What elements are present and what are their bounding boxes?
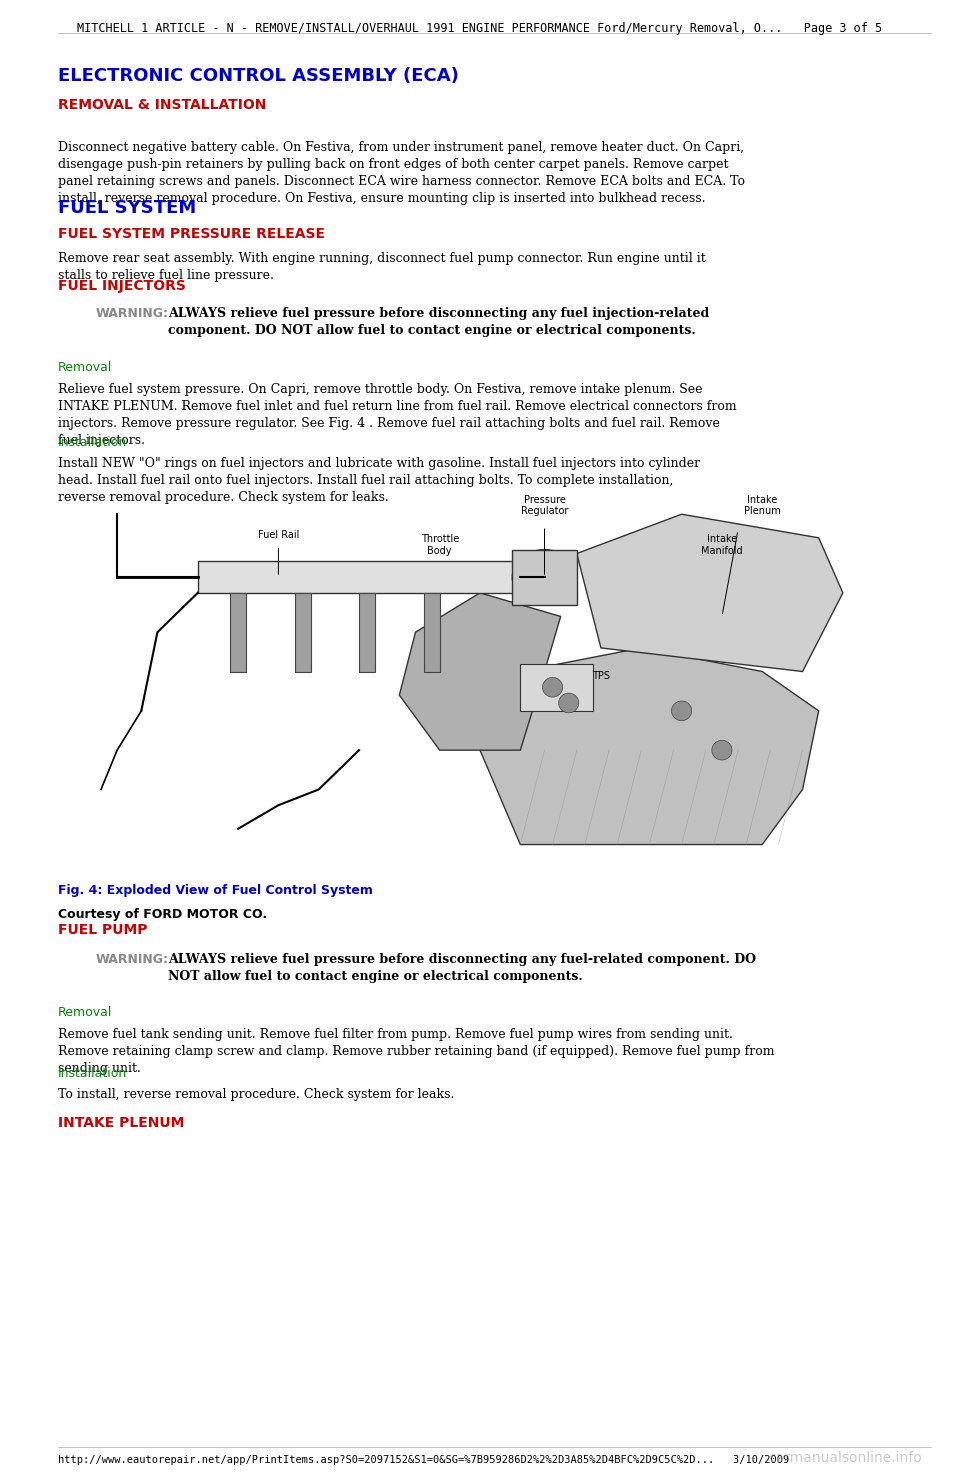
Text: http://www.eautorepair.net/app/PrintItems.asp?S0=2097152&S1=0&SG=%7B959286D2%2%2: http://www.eautorepair.net/app/PrintItem… bbox=[58, 1454, 789, 1465]
Text: Installation: Installation bbox=[58, 1067, 127, 1080]
Text: ALWAYS relieve fuel pressure before disconnecting any fuel-related component. DO: ALWAYS relieve fuel pressure before disc… bbox=[168, 953, 756, 982]
Polygon shape bbox=[480, 649, 819, 844]
Bar bbox=[423, 592, 440, 671]
Text: FUEL SYSTEM PRESSURE RELEASE: FUEL SYSTEM PRESSURE RELEASE bbox=[58, 227, 324, 240]
Text: Throttle
Body: Throttle Body bbox=[420, 534, 459, 555]
Text: Fuel Rail: Fuel Rail bbox=[257, 530, 300, 540]
Text: FUEL SYSTEM: FUEL SYSTEM bbox=[58, 199, 196, 217]
Text: WARNING:: WARNING: bbox=[96, 307, 169, 321]
Ellipse shape bbox=[671, 700, 691, 721]
Ellipse shape bbox=[542, 677, 563, 697]
Text: Install NEW "O" rings on fuel injectors and lubricate with gasoline. Install fue: Install NEW "O" rings on fuel injectors … bbox=[58, 457, 700, 505]
Text: REMOVAL & INSTALLATION: REMOVAL & INSTALLATION bbox=[58, 98, 266, 111]
Text: ELECTRONIC CONTROL ASSEMBLY (ECA): ELECTRONIC CONTROL ASSEMBLY (ECA) bbox=[58, 67, 459, 85]
Text: INTAKE PLENUM: INTAKE PLENUM bbox=[58, 1116, 184, 1129]
Ellipse shape bbox=[559, 693, 579, 712]
Text: Courtesy of FORD MOTOR CO.: Courtesy of FORD MOTOR CO. bbox=[58, 908, 267, 922]
Text: Fig. 4: Exploded View of Fuel Control System: Fig. 4: Exploded View of Fuel Control Sy… bbox=[58, 884, 372, 898]
Text: TPS: TPS bbox=[592, 671, 610, 681]
Text: To install, reverse removal procedure. Check system for leaks.: To install, reverse removal procedure. C… bbox=[58, 1088, 454, 1101]
Text: Pressure
Regulator: Pressure Regulator bbox=[521, 494, 568, 516]
Text: Removal: Removal bbox=[58, 361, 112, 374]
Text: FUEL PUMP: FUEL PUMP bbox=[58, 923, 147, 936]
Text: Intake
Manifold: Intake Manifold bbox=[701, 534, 743, 555]
Text: Relieve fuel system pressure. On Capri, remove throttle body. On Festiva, remove: Relieve fuel system pressure. On Capri, … bbox=[58, 383, 736, 447]
Bar bbox=[513, 549, 577, 604]
Bar bbox=[230, 592, 246, 671]
Bar bbox=[295, 592, 311, 671]
Polygon shape bbox=[577, 515, 843, 671]
Text: Disconnect negative battery cable. On Festiva, from under instrument panel, remo: Disconnect negative battery cable. On Fe… bbox=[58, 141, 745, 205]
Polygon shape bbox=[399, 592, 561, 751]
Text: Remove fuel tank sending unit. Remove fuel filter from pump. Remove fuel pump wi: Remove fuel tank sending unit. Remove fu… bbox=[58, 1028, 774, 1076]
Bar bbox=[198, 561, 520, 592]
Text: MITCHELL 1 ARTICLE - N - REMOVE/INSTALL/OVERHAUL 1991 ENGINE PERFORMANCE Ford/Me: MITCHELL 1 ARTICLE - N - REMOVE/INSTALL/… bbox=[78, 22, 882, 36]
Ellipse shape bbox=[513, 549, 577, 604]
Text: FUEL INJECTORS: FUEL INJECTORS bbox=[58, 279, 185, 292]
Bar bbox=[359, 592, 375, 671]
Text: Intake
Plenum: Intake Plenum bbox=[744, 494, 780, 516]
Text: Remove rear seat assembly. With engine running, disconnect fuel pump connector. : Remove rear seat assembly. With engine r… bbox=[58, 252, 706, 282]
Bar bbox=[520, 663, 593, 711]
Ellipse shape bbox=[711, 741, 732, 760]
Text: carmanualsonline.info: carmanualsonline.info bbox=[768, 1451, 922, 1465]
Text: Installation: Installation bbox=[58, 436, 127, 450]
Text: WARNING:: WARNING: bbox=[96, 953, 169, 966]
Text: ALWAYS relieve fuel pressure before disconnecting any fuel injection-related
com: ALWAYS relieve fuel pressure before disc… bbox=[168, 307, 709, 337]
Text: Removal: Removal bbox=[58, 1006, 112, 1020]
